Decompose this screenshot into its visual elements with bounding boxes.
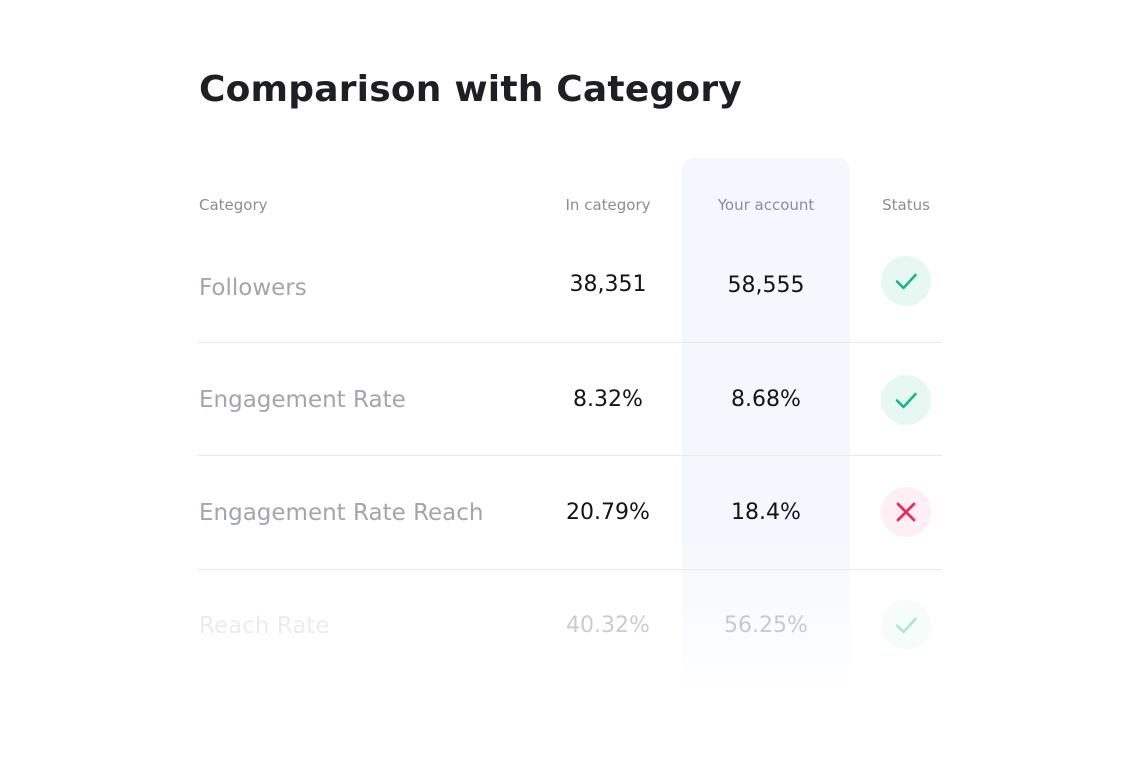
in-category-value: 40.32% <box>566 613 650 638</box>
row-label: Engagement Rate <box>199 387 406 413</box>
table-row: Engagement Rate Reach 20.79% 18.4% <box>198 456 942 568</box>
column-header-in-category: In category <box>565 196 651 214</box>
close-icon <box>896 502 916 522</box>
table-row: Engagement Rate 8.32% 8.68% <box>198 343 942 455</box>
in-category-value: 8.32% <box>573 387 643 412</box>
status-badge <box>881 375 931 425</box>
in-category-value: 20.79% <box>566 500 650 525</box>
your-account-value: 58,555 <box>727 273 805 298</box>
column-header-category: Category <box>199 196 268 214</box>
in-category-value: 38,351 <box>569 272 647 297</box>
check-icon <box>895 392 917 409</box>
page-title: Comparison with Category <box>199 69 742 110</box>
table-row: Reach Rate 40.32% 56.25% <box>198 570 942 682</box>
row-label: Followers <box>199 275 307 301</box>
your-account-value: 8.68% <box>731 387 801 412</box>
status-badge <box>881 487 931 537</box>
row-divider <box>198 455 942 456</box>
your-account-value: 18.4% <box>731 500 801 525</box>
column-header-your-account: Your account <box>717 196 815 214</box>
row-divider <box>198 342 942 343</box>
status-badge <box>881 256 931 306</box>
row-divider <box>198 569 942 570</box>
column-header-status: Status <box>882 196 930 214</box>
row-label: Engagement Rate Reach <box>199 500 484 526</box>
table-row: Followers 38,351 58,555 <box>198 232 942 344</box>
status-badge <box>881 600 931 650</box>
check-icon <box>895 273 917 290</box>
check-icon <box>895 617 917 634</box>
your-account-value: 56.25% <box>724 613 808 638</box>
row-label: Reach Rate <box>199 613 330 639</box>
your-account-column-highlight <box>682 158 850 698</box>
